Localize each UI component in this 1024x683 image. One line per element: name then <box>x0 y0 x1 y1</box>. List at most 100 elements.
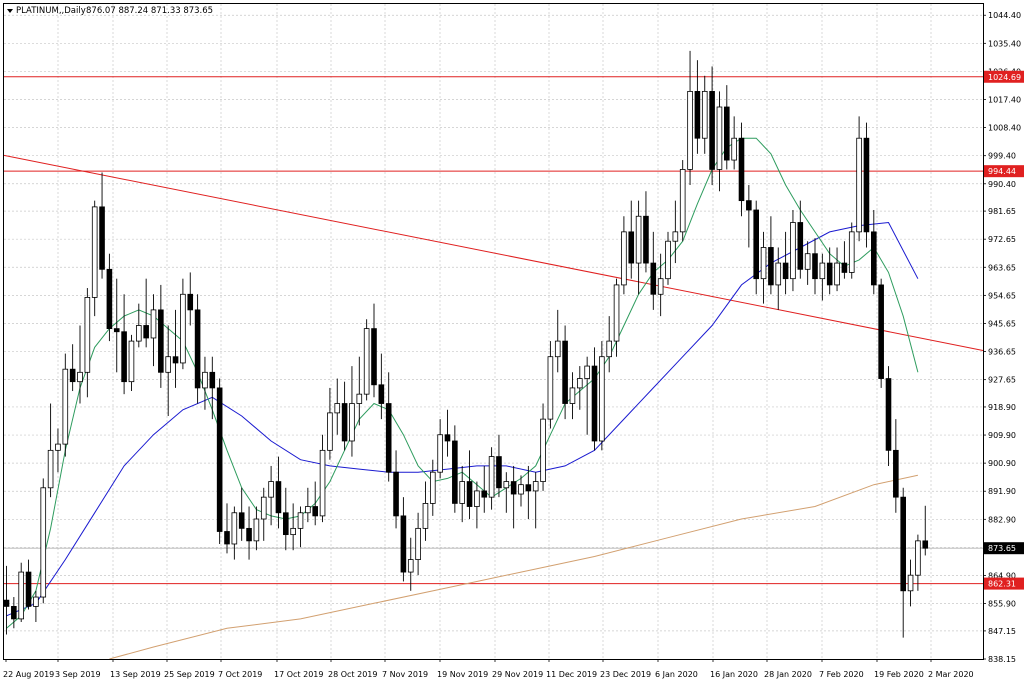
candle[interactable] <box>106 253 113 342</box>
candle[interactable] <box>893 419 899 513</box>
candle[interactable] <box>253 506 260 551</box>
candle[interactable] <box>113 278 120 373</box>
candle[interactable] <box>599 341 605 451</box>
candle[interactable] <box>591 347 598 451</box>
candle[interactable] <box>709 66 715 186</box>
candle[interactable] <box>812 238 818 295</box>
candle[interactable] <box>885 366 892 466</box>
candle[interactable] <box>679 160 686 242</box>
candle[interactable] <box>687 50 693 186</box>
candle[interactable] <box>871 210 877 295</box>
candle[interactable] <box>848 222 855 279</box>
candle[interactable] <box>224 503 230 554</box>
candle[interactable] <box>738 122 745 217</box>
candle[interactable] <box>268 465 274 526</box>
candle[interactable] <box>40 478 47 604</box>
candle[interactable] <box>356 356 363 426</box>
candle[interactable] <box>731 116 737 170</box>
candle[interactable] <box>746 185 752 248</box>
candle[interactable] <box>11 597 17 629</box>
candle[interactable] <box>305 487 311 523</box>
candle[interactable] <box>165 325 172 417</box>
candle[interactable] <box>444 409 451 457</box>
candle[interactable] <box>518 475 524 507</box>
candle[interactable] <box>584 356 590 435</box>
candle[interactable] <box>260 487 267 541</box>
candle[interactable] <box>47 403 54 498</box>
candle[interactable] <box>209 356 216 420</box>
candle[interactable] <box>216 378 223 544</box>
candle[interactable] <box>415 512 421 576</box>
candle[interactable] <box>510 465 517 529</box>
candle[interactable] <box>900 487 906 638</box>
candle[interactable] <box>562 325 568 420</box>
candle[interactable] <box>694 60 701 154</box>
candle[interactable] <box>459 465 465 523</box>
candle[interactable] <box>55 428 61 473</box>
candle[interactable] <box>878 278 884 388</box>
candle[interactable] <box>569 372 576 420</box>
candle[interactable] <box>554 309 561 373</box>
candle[interactable] <box>834 247 840 292</box>
candle[interactable] <box>62 353 69 457</box>
candle[interactable] <box>422 481 429 541</box>
candle[interactable] <box>643 191 649 273</box>
candle[interactable] <box>437 419 443 479</box>
candle[interactable] <box>91 200 98 317</box>
candle[interactable] <box>290 503 296 551</box>
candle[interactable] <box>915 534 921 591</box>
candle[interactable] <box>577 366 583 410</box>
candle[interactable] <box>503 472 510 513</box>
candle[interactable] <box>635 200 642 295</box>
candle[interactable] <box>187 272 194 326</box>
candle[interactable] <box>826 247 833 295</box>
candle[interactable] <box>319 434 326 523</box>
candle[interactable] <box>797 200 804 279</box>
candle[interactable] <box>393 450 399 529</box>
candle[interactable] <box>481 465 488 513</box>
candle[interactable] <box>841 241 848 279</box>
candle[interactable] <box>400 497 407 582</box>
candle[interactable] <box>532 472 539 529</box>
candle[interactable] <box>621 216 627 295</box>
candle[interactable] <box>143 278 149 348</box>
candle[interactable] <box>327 387 333 460</box>
candle[interactable] <box>77 325 83 404</box>
candle[interactable] <box>782 231 789 295</box>
candle[interactable] <box>863 122 870 248</box>
candle[interactable] <box>724 85 730 170</box>
candle[interactable] <box>672 200 679 264</box>
candle[interactable] <box>69 344 76 392</box>
candle[interactable] <box>650 231 657 310</box>
candle[interactable] <box>488 447 495 510</box>
candle[interactable] <box>150 294 157 367</box>
trendline[interactable] <box>3 154 984 351</box>
candle[interactable] <box>371 303 377 398</box>
candle[interactable] <box>665 231 671 285</box>
candle[interactable] <box>312 481 318 526</box>
candle[interactable] <box>282 487 289 551</box>
candle[interactable] <box>99 172 105 279</box>
candle[interactable] <box>819 253 826 301</box>
candle[interactable] <box>804 241 811 285</box>
candle[interactable] <box>180 278 186 370</box>
candle[interactable] <box>429 459 436 516</box>
candle[interactable] <box>466 450 473 520</box>
candle[interactable] <box>128 334 135 392</box>
candle[interactable] <box>540 403 546 491</box>
triangle-down-icon[interactable] <box>7 9 13 13</box>
candle[interactable] <box>341 381 348 451</box>
candle[interactable] <box>753 200 759 295</box>
candle[interactable] <box>407 537 414 591</box>
candle[interactable] <box>856 116 862 242</box>
candle[interactable] <box>452 425 458 513</box>
candle[interactable] <box>628 200 635 279</box>
candle[interactable] <box>33 590 39 623</box>
candle[interactable] <box>135 303 142 348</box>
candle[interactable] <box>547 341 554 429</box>
candle[interactable] <box>172 309 179 388</box>
candle[interactable] <box>701 75 708 154</box>
candle[interactable] <box>525 465 532 520</box>
candle[interactable] <box>474 481 480 529</box>
